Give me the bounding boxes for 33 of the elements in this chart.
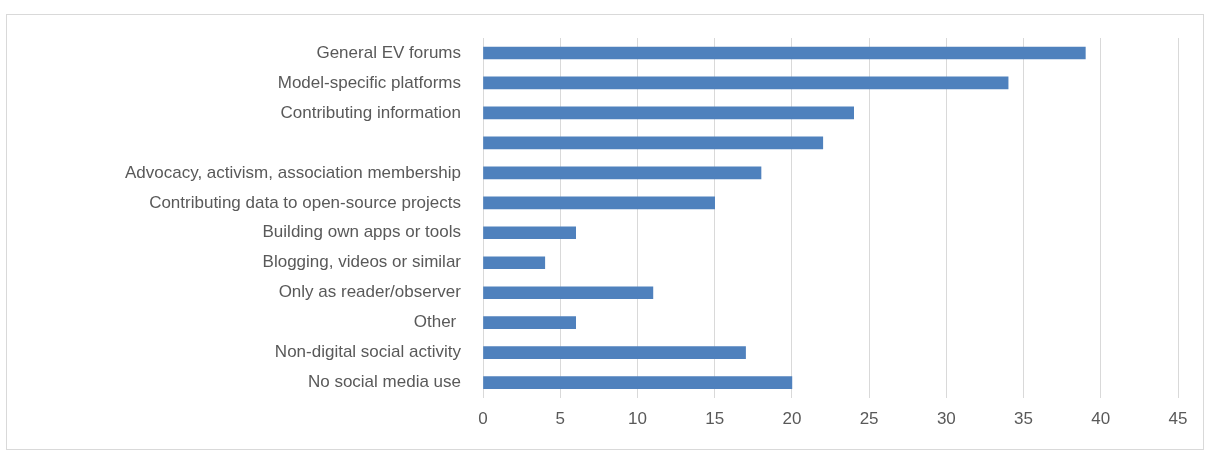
y-tick-label: Building own apps or tools [262, 222, 461, 242]
bar [483, 196, 715, 210]
y-tick-label: Other [413, 312, 461, 332]
y-tick-label: Advocacy, activism, association membership [124, 162, 461, 182]
bar [483, 226, 576, 240]
bar [483, 286, 654, 300]
y-tick-label: No social media use [307, 372, 461, 392]
y-tick-label: Contributing data to open-source projects [149, 192, 461, 212]
bar [483, 76, 1009, 90]
y-tick-label: Blogging, videos or similar [262, 252, 462, 272]
y-tick-label: Contributing information [280, 102, 461, 122]
x-tick-label: 25 [859, 409, 879, 429]
bar [483, 46, 1086, 60]
bar [483, 346, 746, 359]
x-tick-label: 40 [1091, 409, 1111, 429]
y-tick-label: General EV forums [316, 42, 461, 62]
x-tick-label: 35 [1014, 409, 1034, 429]
x-tick-label: 45 [1168, 409, 1188, 429]
y-tick-label: Non-digital social activity [274, 342, 462, 362]
x-tick-label: 0 [478, 409, 488, 429]
bar [483, 316, 576, 330]
bar [483, 136, 824, 150]
bar [483, 376, 793, 389]
y-tick-label: Model-specific platforms [277, 72, 461, 92]
bar [483, 256, 546, 270]
x-tick-label: 10 [627, 409, 647, 429]
y-tick-label: Only as reader/observer [278, 282, 462, 302]
x-tick-label: 20 [782, 409, 802, 429]
x-tick-label: 15 [705, 409, 725, 429]
bar [483, 166, 762, 180]
x-tick-label: 30 [936, 409, 956, 429]
bar [483, 106, 854, 120]
x-tick-label: 5 [555, 409, 565, 429]
